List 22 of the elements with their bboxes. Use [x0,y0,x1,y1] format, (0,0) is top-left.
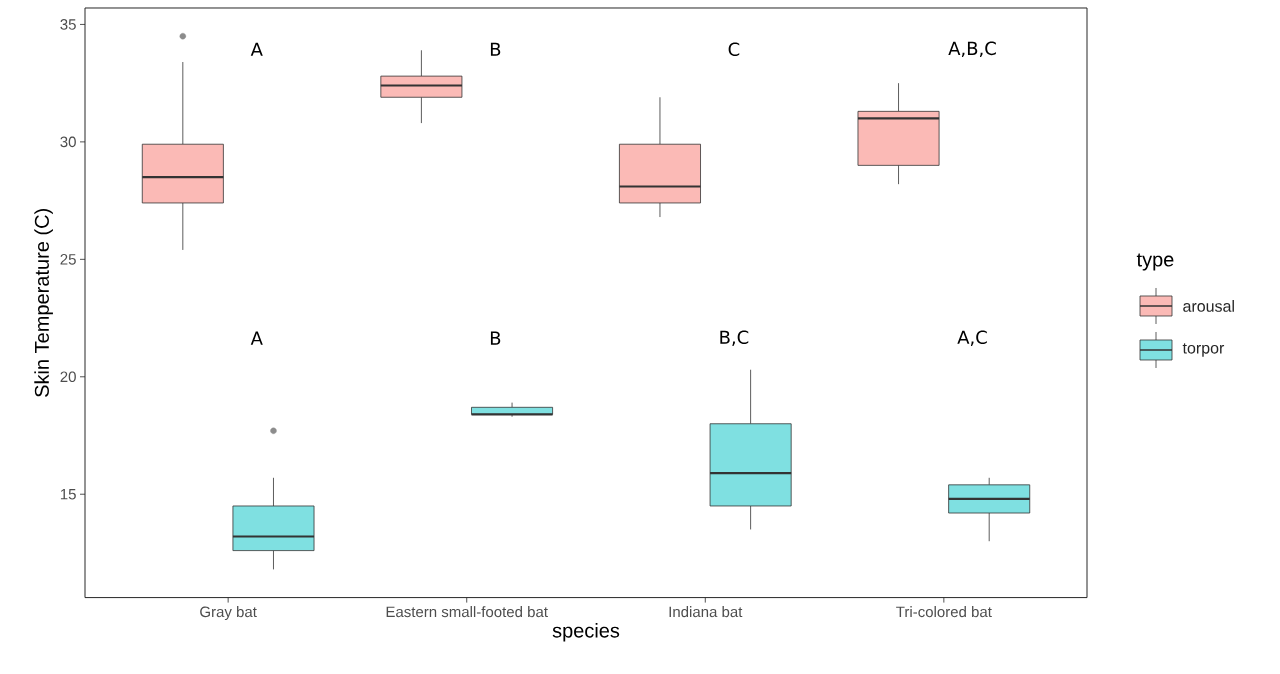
annotation: A [250,42,263,56]
annotation: A [250,331,263,345]
annotation: A,B,C [948,41,996,57]
x-axis-title: species [552,622,620,642]
annotation: B [490,331,501,345]
annotation: B,C [720,330,749,346]
y-tick-label: 30 [60,136,76,148]
y-tick-label: 15 [60,489,76,500]
y-axis-title: Skin Temperature (C) [34,209,53,397]
annotation: A,C [957,330,987,346]
legend-title: type [1136,253,1174,271]
x-tick-label: Indiana bat [669,606,743,618]
x-tick-label: Gray bat [200,606,257,621]
legend-label: torpor [1182,343,1225,357]
legend-label: arousal [1183,300,1234,312]
annotation: C [728,42,740,57]
x-tick-label: Tri-colored bat [896,606,992,618]
y-tick-label: 25 [60,254,76,265]
y-tick-label: 20 [60,371,76,383]
y-tick-label: 35 [60,19,76,30]
annotation: B [490,42,501,56]
x-tick-label: Eastern small-footed bat [386,606,548,618]
